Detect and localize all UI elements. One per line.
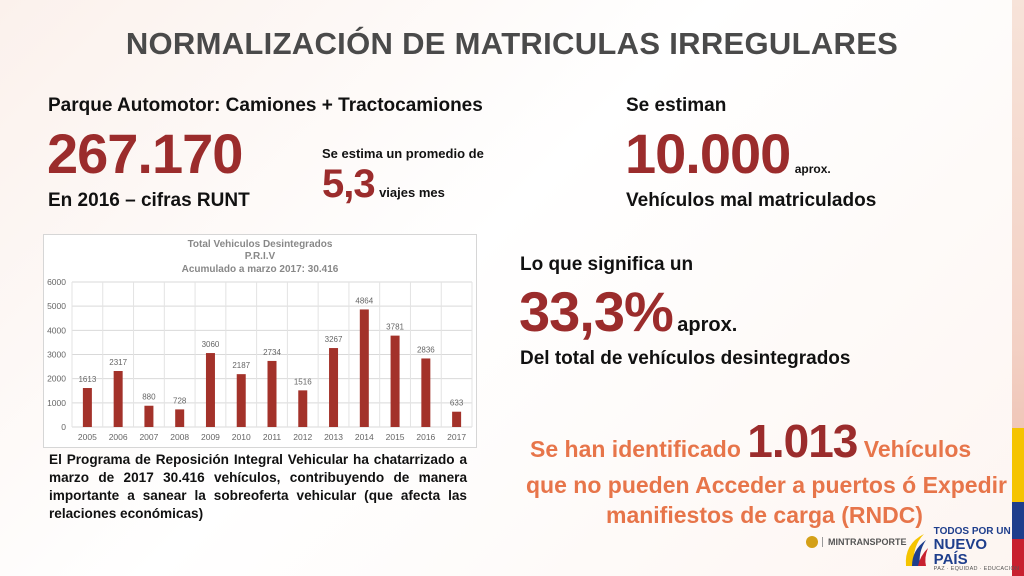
bar-value-label: 3781 bbox=[386, 323, 404, 332]
program-paragraph: El Programa de Reposición Integral Vehic… bbox=[49, 452, 467, 521]
x-tick-label: 2017 bbox=[447, 432, 466, 442]
bar-value-label: 728 bbox=[173, 396, 187, 405]
x-tick-label: 2009 bbox=[201, 432, 220, 442]
brand-line3: PAZ · EQUIDAD · EDUCACIÓN bbox=[933, 566, 1020, 572]
percent-row: 33,3% aprox. bbox=[519, 284, 737, 340]
bar bbox=[236, 374, 246, 427]
brand-line1: TODOS POR UN bbox=[933, 526, 1011, 537]
brand-logo: TODOS POR UN NUEVO PAÍS PAZ · EQUIDAD · … bbox=[902, 527, 1024, 573]
bar-value-label: 3267 bbox=[325, 335, 343, 344]
y-tick-label: 2000 bbox=[47, 374, 66, 384]
bar-value-label: 2187 bbox=[232, 361, 250, 370]
ministry-logo: MINTRANSPORTE bbox=[806, 536, 907, 548]
percent-number: 33,3% bbox=[519, 280, 674, 343]
identified-prefix: Se han identificado bbox=[530, 436, 741, 462]
identified-line1: Se han identificado 1.013 Vehículos bbox=[530, 418, 971, 464]
x-tick-label: 2014 bbox=[355, 432, 374, 442]
bar-value-label: 633 bbox=[450, 399, 464, 408]
y-tick-label: 6000 bbox=[47, 277, 66, 287]
identified-after: Vehículos bbox=[863, 436, 972, 462]
x-tick-label: 2011 bbox=[263, 432, 282, 442]
brand-swoosh-icon bbox=[905, 533, 928, 566]
x-tick-label: 2006 bbox=[109, 432, 128, 442]
bar-value-label: 880 bbox=[142, 393, 156, 402]
colombia-flag-stripe bbox=[1012, 428, 1024, 576]
bar-value-label: 2317 bbox=[109, 358, 127, 367]
estiman-number: 10.000 bbox=[625, 122, 791, 185]
page-title: NORMALIZACIÓN DE MATRICULAS IRREGULARES bbox=[125, 26, 899, 61]
y-tick-label: 3000 bbox=[47, 350, 66, 360]
seal-icon bbox=[806, 536, 818, 548]
bar-value-label: 2836 bbox=[417, 345, 435, 354]
x-tick-label: 2010 bbox=[232, 432, 251, 442]
estiman-row: 10.000 aprox. bbox=[625, 126, 831, 182]
estimate-unit: viajes mes bbox=[379, 185, 445, 200]
bar bbox=[329, 348, 339, 427]
bar bbox=[82, 388, 92, 427]
bar bbox=[452, 411, 462, 427]
bar bbox=[175, 409, 185, 427]
bar bbox=[205, 353, 215, 427]
bar-value-label: 1613 bbox=[78, 375, 96, 384]
identified-line3: manifiestos de carga (RNDC) bbox=[606, 502, 923, 528]
x-tick-label: 2013 bbox=[324, 432, 343, 442]
y-tick-label: 1000 bbox=[47, 398, 66, 408]
x-tick-label: 2007 bbox=[139, 432, 158, 442]
bar bbox=[113, 371, 123, 427]
bar bbox=[359, 309, 369, 427]
bar bbox=[298, 390, 308, 427]
y-tick-label: 5000 bbox=[47, 301, 66, 311]
estiman-suffix: aprox. bbox=[794, 162, 831, 176]
x-tick-label: 2016 bbox=[416, 432, 435, 442]
y-tick-label: 4000 bbox=[47, 325, 66, 335]
chart-subtitle: P.R.I.V bbox=[245, 251, 276, 262]
parque-number: 267.170 bbox=[47, 122, 243, 185]
bar bbox=[421, 358, 431, 427]
bar-value-label: 2734 bbox=[263, 348, 281, 357]
significa-label: Lo que significa un bbox=[520, 254, 694, 275]
estimate-row: 5,3 viajes mes bbox=[322, 164, 445, 204]
x-tick-label: 2005 bbox=[78, 432, 97, 442]
estimate-value: 5,3 bbox=[322, 162, 376, 206]
bar-value-label: 1516 bbox=[294, 377, 312, 386]
bar-value-label: 4864 bbox=[355, 296, 373, 305]
bar bbox=[390, 335, 400, 427]
x-tick-label: 2015 bbox=[386, 432, 405, 442]
estimate-text: Se estima un promedio de bbox=[322, 146, 484, 161]
chart-title: Total Vehiculos Desintegrados bbox=[188, 239, 333, 250]
y-tick-label: 0 bbox=[61, 422, 66, 432]
bar-value-label: 3060 bbox=[202, 340, 220, 349]
parque-label: Parque Automotor: Camiones + Tractocamio… bbox=[48, 95, 483, 116]
brand-line2: NUEVO PAÍS bbox=[933, 536, 988, 568]
identified-number: 1.013 bbox=[747, 415, 858, 467]
bar bbox=[267, 360, 277, 427]
x-tick-label: 2008 bbox=[170, 432, 189, 442]
bar-chart: Total Vehiculos Desintegrados P.R.I.V Acum… bbox=[43, 234, 477, 448]
ministry-name: MINTRANSPORTE bbox=[822, 537, 907, 547]
chart-subtitle-2: Acumulado a marzo 2017: 30.416 bbox=[182, 264, 339, 275]
x-tick-label: 2012 bbox=[293, 432, 312, 442]
parque-sub: En 2016 – cifras RUNT bbox=[48, 190, 250, 211]
estiman-label: Se estiman bbox=[626, 95, 727, 116]
identified-line2: que no pueden Acceder a puertos ó Expedi… bbox=[526, 472, 1007, 498]
estiman-sub: Vehículos mal matriculados bbox=[626, 190, 877, 211]
percent-sub: Del total de vehículos desintegrados bbox=[520, 348, 851, 369]
bar bbox=[144, 405, 154, 427]
percent-suffix: aprox. bbox=[677, 314, 738, 336]
